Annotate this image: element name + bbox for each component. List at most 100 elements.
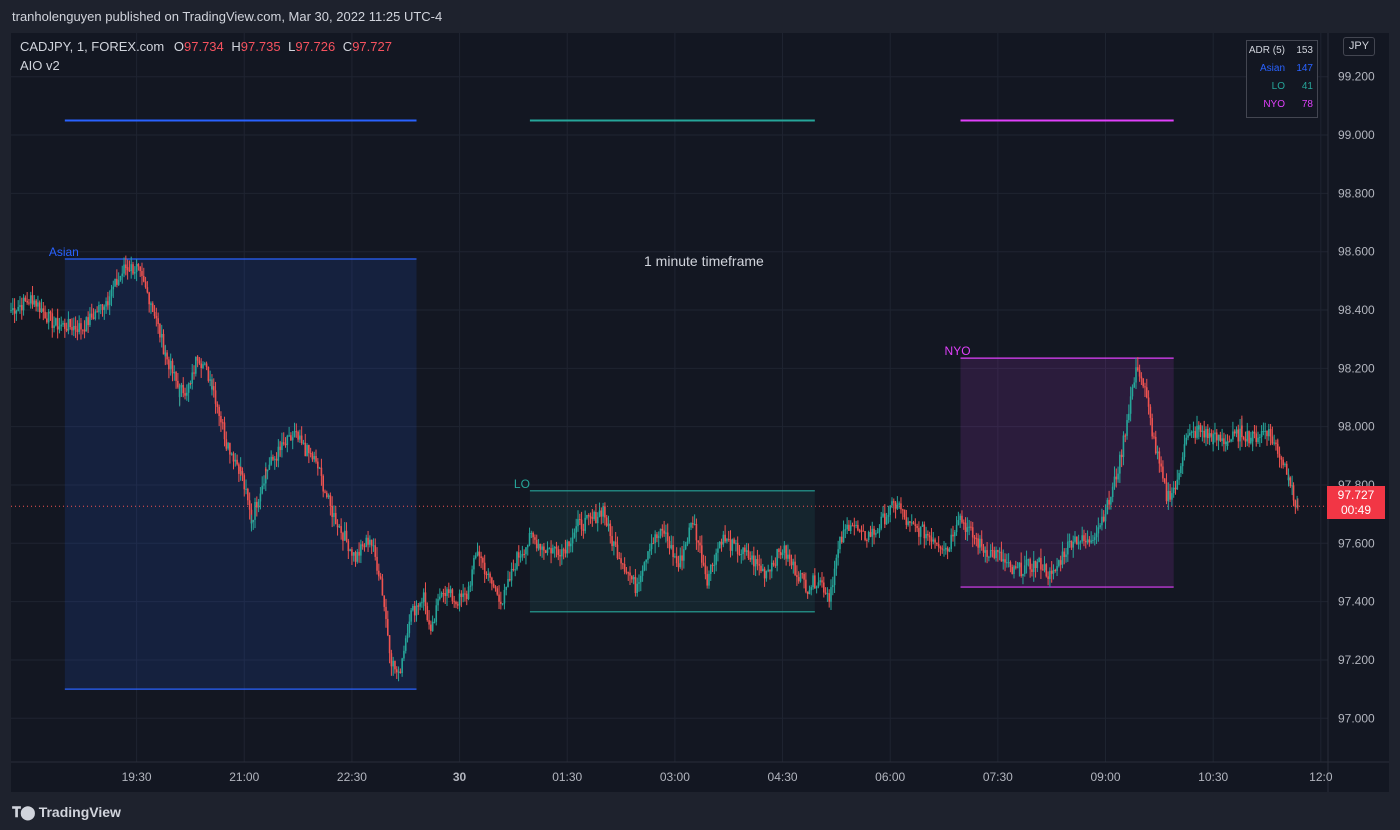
candle-body	[936, 542, 938, 545]
candle-body	[327, 495, 330, 498]
candle-body	[1259, 437, 1261, 439]
candle-body	[1061, 551, 1064, 565]
candle-body	[250, 522, 253, 524]
candle-body	[103, 306, 106, 310]
candle-body	[1072, 541, 1075, 548]
candle-body	[631, 575, 633, 580]
candle-body	[1052, 570, 1055, 574]
candle-body	[487, 573, 490, 576]
candle-body	[392, 660, 394, 667]
candle-body	[842, 529, 845, 543]
candle-body	[474, 555, 477, 558]
candle-body	[659, 528, 662, 536]
candle-body	[1154, 436, 1157, 454]
candle-body	[846, 524, 848, 530]
candle-body	[175, 372, 177, 381]
candle-body	[641, 570, 644, 576]
candle-body	[609, 523, 612, 537]
candle-body	[1269, 429, 1272, 437]
candle-body	[668, 540, 671, 549]
candle-body	[281, 442, 283, 451]
candle-body	[55, 318, 57, 326]
candle-body	[946, 547, 949, 552]
candle-body	[700, 545, 703, 563]
candle-body	[26, 300, 28, 303]
candle-body	[358, 551, 360, 556]
candle-body	[654, 534, 656, 544]
candle-body	[907, 521, 909, 525]
candle-body	[1287, 477, 1290, 481]
candle-body	[652, 543, 655, 545]
tradingview-logo[interactable]: 𝐓⬤ TradingView	[12, 804, 121, 821]
candle-body	[107, 304, 109, 306]
candle-body	[887, 514, 890, 517]
candle-body	[259, 493, 262, 502]
candle-body	[1153, 436, 1155, 438]
candle-body	[297, 431, 299, 440]
price-tick-label: 97.200	[1338, 653, 1375, 667]
candle-body	[141, 270, 143, 276]
candle-body	[867, 532, 870, 541]
candle-body	[110, 289, 113, 297]
symbol-name[interactable]: CADJPY, 1, FOREX.com	[20, 39, 165, 54]
candle-body	[116, 278, 118, 285]
candle-body	[494, 586, 497, 589]
candle-body	[1067, 541, 1069, 555]
candle-body	[76, 329, 79, 333]
indicator-name[interactable]: AIO v2	[20, 58, 60, 73]
currency-button[interactable]: JPY	[1343, 37, 1375, 56]
candle-body	[71, 327, 73, 331]
candle-body	[916, 525, 918, 529]
candle-body	[535, 539, 538, 549]
chart-area[interactable]	[11, 33, 1389, 792]
candle-body	[892, 501, 895, 503]
candle-body	[772, 562, 775, 565]
candle-body	[83, 329, 86, 332]
candle-body	[67, 318, 70, 331]
candle-body	[483, 562, 486, 575]
price-tick-label: 98.200	[1338, 361, 1375, 375]
candle-body	[643, 562, 646, 571]
candle-body	[503, 589, 506, 604]
candle-body	[1273, 442, 1275, 444]
candle-body	[648, 549, 651, 552]
candle-body	[559, 555, 561, 557]
candle-body	[941, 548, 944, 550]
candle-body	[182, 384, 185, 394]
candle-body	[708, 573, 710, 586]
candle-body	[602, 506, 604, 517]
candle-body	[325, 492, 328, 498]
candle-body	[277, 446, 280, 461]
candle-body	[718, 541, 721, 549]
candle-body	[180, 384, 183, 388]
candle-body	[1101, 516, 1103, 526]
candle-body	[593, 511, 595, 519]
candle-body	[1002, 559, 1005, 562]
candle-body	[661, 528, 664, 531]
candle-body	[501, 603, 504, 605]
candle-body	[1040, 557, 1042, 570]
candle-body	[385, 606, 387, 619]
candle-body	[598, 510, 601, 517]
candle-body	[824, 592, 827, 594]
candle-body	[618, 558, 621, 560]
candle-body	[805, 579, 807, 592]
candle-body	[135, 263, 138, 266]
candle-body	[914, 524, 917, 526]
price-tick-label: 98.000	[1338, 420, 1375, 434]
candle-body	[412, 605, 414, 611]
candle-body	[404, 638, 407, 651]
candle-body	[876, 532, 879, 534]
candle-body	[984, 550, 987, 553]
candle-body	[304, 450, 307, 457]
candle-body	[706, 574, 708, 586]
candle-body	[756, 559, 759, 565]
adr-value: 78	[1301, 99, 1313, 110]
candle-body	[925, 534, 927, 539]
candle-body	[512, 568, 515, 570]
candle-body	[758, 564, 761, 566]
candle-body	[293, 431, 296, 433]
candle-body	[1176, 479, 1179, 490]
candle-body	[342, 532, 344, 541]
